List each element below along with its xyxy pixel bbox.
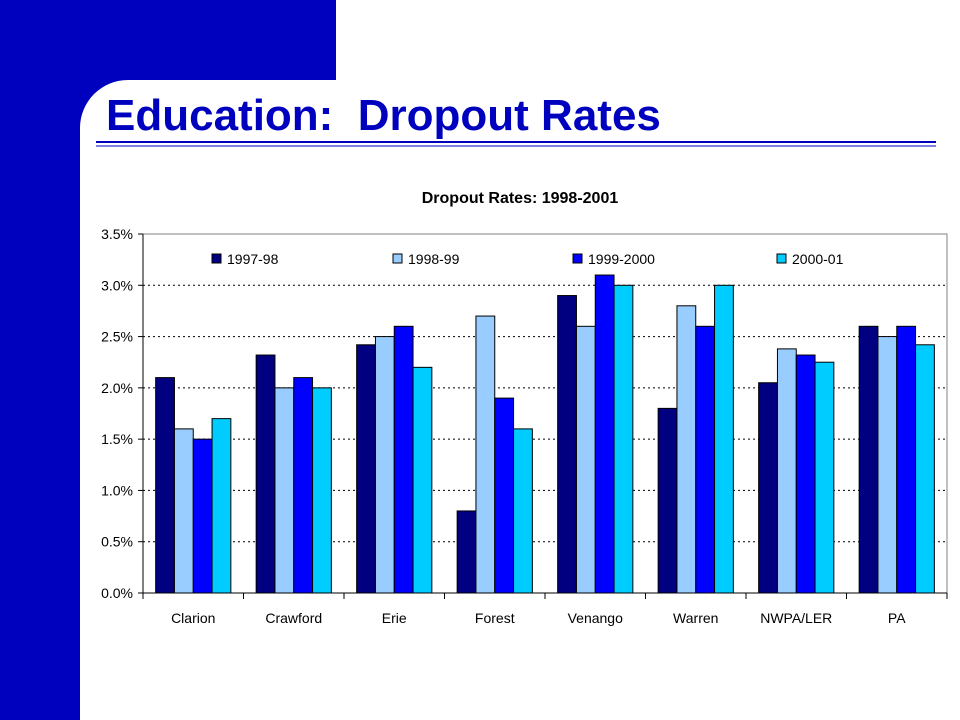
x-tick-label: Clarion: [171, 610, 215, 626]
bar: [192, 438, 213, 594]
bar: [211, 418, 232, 594]
bar: [393, 325, 414, 594]
bar: [173, 428, 194, 594]
x-tick-label: Warren: [673, 610, 718, 626]
x-tick-label: PA: [888, 610, 906, 626]
legend-swatch: [572, 253, 583, 264]
accent-bar: [0, 0, 336, 720]
y-tick-label: 2.5%: [101, 329, 133, 345]
y-tick-label: 3.0%: [101, 277, 133, 293]
bar: [155, 377, 175, 594]
bar: [575, 325, 596, 594]
bar: [274, 387, 295, 594]
y-tick-label: 0.5%: [101, 534, 133, 550]
bar: [312, 387, 332, 594]
bar: [456, 510, 477, 594]
bar: [513, 428, 533, 594]
y-tick-label: 1.0%: [101, 482, 133, 498]
chart-title: Dropout Rates: 1998-2001: [422, 190, 619, 207]
bar: [475, 315, 496, 594]
y-tick-label: 3.5%: [101, 226, 133, 242]
bar: [896, 325, 917, 594]
x-tick-label: Forest: [475, 610, 515, 626]
legend-swatch: [776, 253, 787, 264]
bar: [814, 361, 835, 594]
bar: [594, 274, 615, 594]
legend-swatch: [392, 253, 403, 264]
bar: [776, 348, 797, 594]
x-tick-label: NWPA/LER: [760, 610, 832, 626]
legend-swatch: [211, 253, 222, 264]
bar: [714, 284, 734, 594]
legend-label: 1998-99: [408, 251, 460, 267]
y-tick-label: 1.5%: [101, 431, 133, 447]
x-tick-label: Erie: [382, 610, 407, 626]
bar: [858, 325, 879, 594]
bar: [494, 397, 515, 594]
bar: [374, 336, 395, 594]
bar: [293, 377, 314, 594]
legend-label: 1997-98: [227, 251, 279, 267]
bar: [412, 366, 433, 594]
x-tick-label: Venango: [568, 610, 623, 626]
bar: [255, 354, 276, 594]
y-tick-label: 2.0%: [101, 380, 133, 396]
bar: [676, 305, 697, 594]
y-tick-label: 0.0%: [101, 585, 133, 601]
page-title: Education: Dropout Rates: [106, 91, 661, 140]
bar: [356, 344, 376, 594]
legend-label: 2000-01: [792, 251, 844, 267]
bar: [877, 336, 898, 594]
x-tick-label: Crawford: [265, 610, 322, 626]
bar: [795, 354, 816, 594]
bar: [657, 407, 678, 594]
bar: [613, 284, 634, 594]
bar: [695, 325, 716, 594]
bar: [758, 382, 778, 594]
legend-label: 1999-2000: [588, 251, 655, 267]
bar: [557, 295, 577, 594]
bar: [915, 344, 935, 594]
